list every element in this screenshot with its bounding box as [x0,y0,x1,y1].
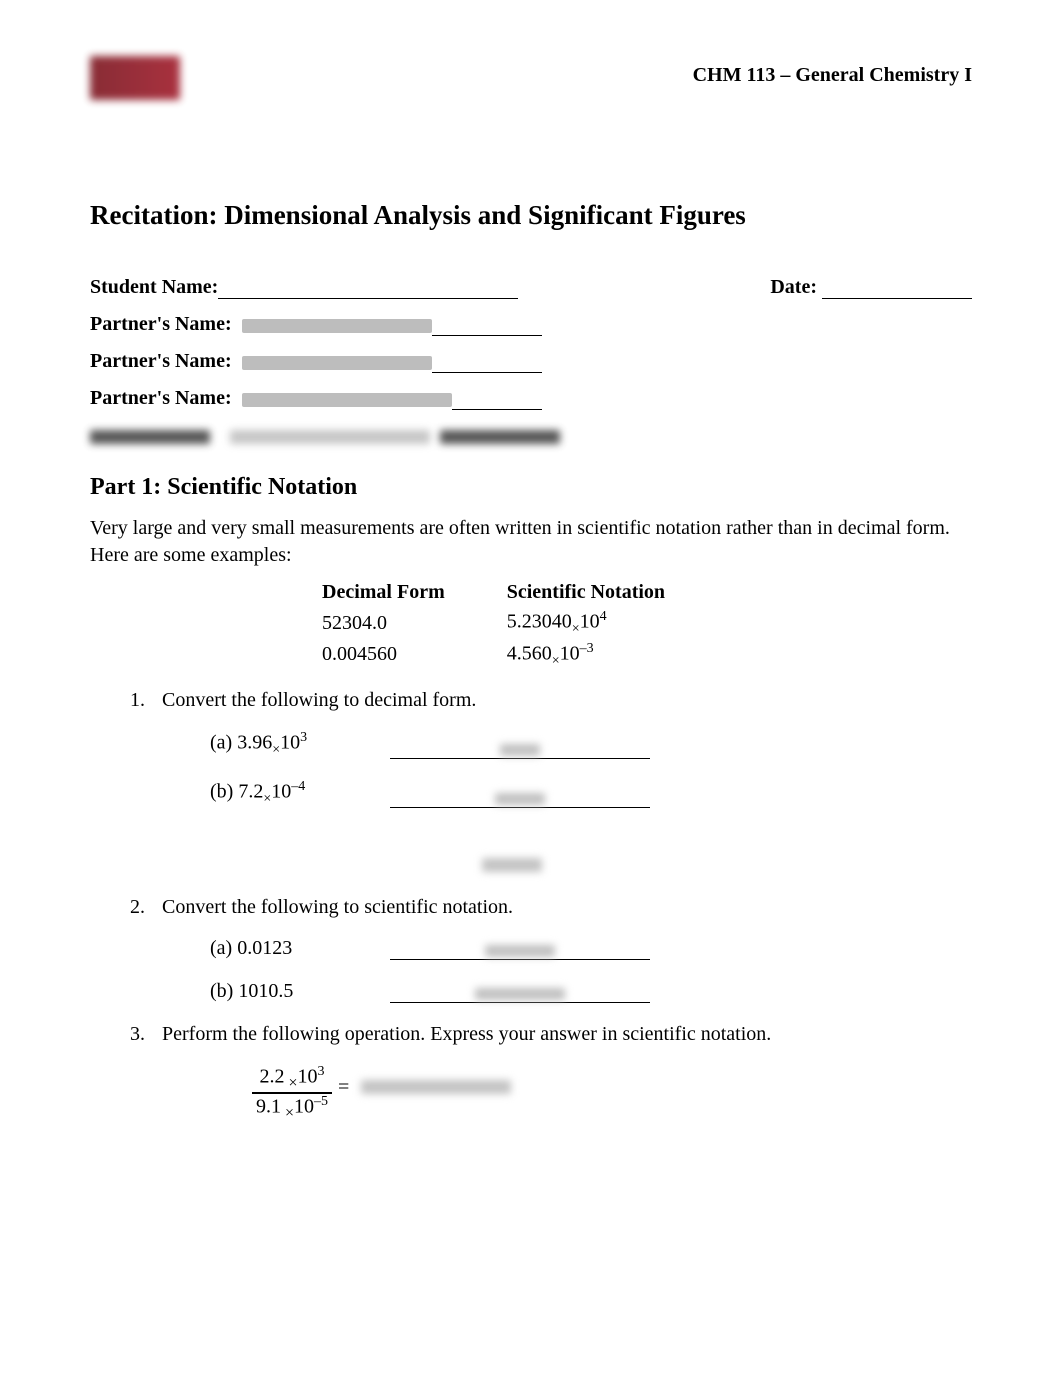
student-name-field[interactable] [218,276,518,299]
question-number: 2. [130,896,145,919]
table-row: 52304.0 5.23040×104 [322,608,725,638]
date-field[interactable] [822,276,972,299]
page-title: Recitation: Dimensional Analysis and Sig… [90,200,972,231]
redacted-row [90,424,972,444]
redacted-content [482,858,542,872]
name-date-form: Student Name: Date: Partner's Name: Part… [90,276,972,444]
table-row: 0.004560 4.560×10–3 [322,640,725,670]
student-name-label: Student Name: [90,276,218,299]
date-label: Date: [770,276,817,299]
question-number: 1. [130,689,145,712]
q1-a-label: (a) 3.96×103 [210,730,390,759]
page-header: CHM 113 – General Chemistry I [90,50,972,130]
question-list: 1. Convert the following to decimal form… [90,689,972,1123]
equals-sign: = [338,1076,349,1099]
cell-decimal: 52304.0 [322,608,505,638]
col-scientific-header: Scientific Notation [507,581,725,606]
redacted-answer [361,1080,511,1094]
partner-name-label: Partner's Name: [90,350,232,373]
institution-logo [90,50,430,130]
cell-scientific: 4.560×10–3 [507,640,725,670]
course-code: CHM 113 – General Chemistry I [693,64,972,87]
question-text: Convert the following to scientific nota… [162,896,513,918]
q2-b: (b) 1010.5 [210,980,972,1003]
question-3: 3. Perform the following operation. Expr… [130,1023,972,1123]
question-2: 2. Convert the following to scientific n… [130,896,972,1003]
partner-name-row-3: Partner's Name: [90,387,972,410]
q1-b-label: (b) 7.2×10–4 [210,779,390,808]
q3-fraction: 2.2 ×103 9.1 ×10–5 [252,1064,332,1123]
part1-heading: Part 1: Scientific Notation [90,474,972,501]
cell-scientific: 5.23040×104 [507,608,725,638]
part1-intro: Very large and very small measurements a… [90,515,972,569]
q2-a-label: (a) 0.0123 [210,937,390,960]
partner-name-field[interactable] [432,313,542,336]
student-name-row: Student Name: Date: [90,276,972,299]
q2-a: (a) 0.0123 [210,937,972,960]
answer-field[interactable] [390,788,650,808]
question-text: Convert the following to decimal form. [162,689,476,711]
answer-field[interactable] [390,983,650,1003]
question-text: Perform the following operation. Express… [162,1023,771,1045]
q2-b-label: (b) 1010.5 [210,980,390,1003]
cell-decimal: 0.004560 [322,640,505,670]
partner-name-row-2: Partner's Name: [90,350,972,373]
answer-field[interactable] [390,940,650,960]
answer-field[interactable] [390,739,650,759]
q1-b: (b) 7.2×10–4 [210,779,972,808]
question-1: 1. Convert the following to decimal form… [130,689,972,871]
partner-name-row-1: Partner's Name: [90,313,972,336]
table-header-row: Decimal Form Scientific Notation [322,581,725,606]
partner-name-field[interactable] [452,387,542,410]
partner-name-field[interactable] [432,350,542,373]
col-decimal-header: Decimal Form [322,581,505,606]
example-table: Decimal Form Scientific Notation 52304.0… [320,579,727,671]
q1-a: (a) 3.96×103 [210,730,972,759]
question-number: 3. [130,1023,145,1046]
partner-name-label: Partner's Name: [90,313,232,336]
partner-name-label: Partner's Name: [90,387,232,410]
